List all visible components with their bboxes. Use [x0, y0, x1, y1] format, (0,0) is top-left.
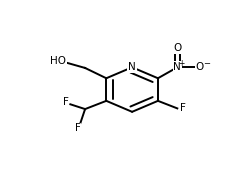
Text: N: N: [128, 62, 136, 72]
Text: O: O: [173, 43, 181, 53]
Text: F: F: [75, 123, 81, 133]
Text: −: −: [203, 59, 210, 68]
Text: HO: HO: [50, 56, 66, 66]
Text: O: O: [195, 62, 203, 72]
Text: F: F: [63, 97, 69, 107]
Text: F: F: [180, 103, 186, 113]
Text: N: N: [174, 62, 181, 72]
Text: +: +: [178, 59, 184, 68]
